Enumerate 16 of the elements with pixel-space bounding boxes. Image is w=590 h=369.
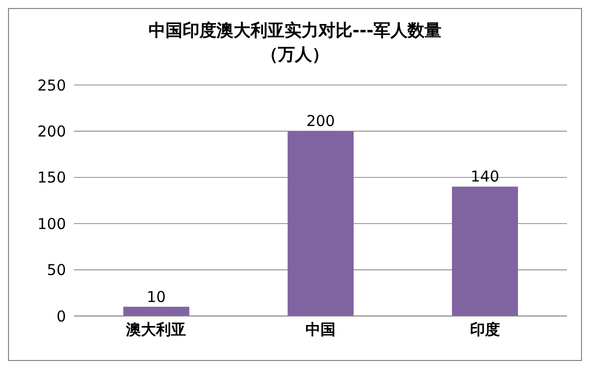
y-tick-label: 50 [46,261,66,280]
bar [452,186,518,316]
data-label: 10 [146,288,166,306]
y-tick-label: 0 [56,307,66,326]
x-tick-label: 印度 [470,320,500,339]
y-tick-label: 150 [37,168,66,187]
bar [288,131,354,316]
chart-title: 中国印度澳大利亚实力对比---军人数量（万人） [147,20,443,67]
bar [123,306,190,316]
y-tick-label: 250 [37,76,66,94]
y-tick-label: 200 [37,122,66,141]
x-tick-label: 澳大利亚 [125,320,186,339]
data-label: 200 [306,112,335,130]
x-tick-label: 中国 [306,320,336,339]
y-tick-label: 100 [37,214,66,233]
data-label: 140 [470,168,500,186]
